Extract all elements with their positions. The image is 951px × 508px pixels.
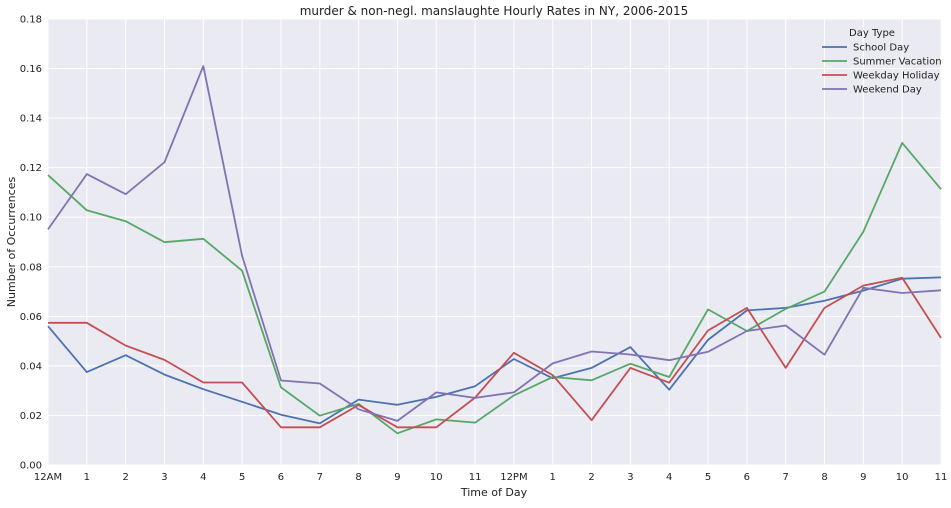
x-tick-label: 2 <box>588 472 594 483</box>
y-axis-ticks: 0.00 0.02 0.04 0.06 0.08 0.10 0.12 0.14 0.16 0.18 <box>20 15 42 472</box>
x-tick-label: 9 <box>394 472 400 483</box>
y-tick-label: 0.18 <box>20 15 42 26</box>
x-tick-label: 5 <box>705 472 711 483</box>
x-tick-label: 8 <box>821 472 827 483</box>
legend-items: School Day Summer Vacation Weekday Holiday… <box>822 43 942 96</box>
x-tick-label: 4 <box>200 472 206 483</box>
x-tick-label: 2 <box>122 472 128 483</box>
y-tick-label: 0.02 <box>20 411 42 422</box>
x-tick-label: 11 <box>935 472 948 483</box>
legend-label: Weekday Holiday <box>853 71 940 82</box>
y-tick-label: 0.00 <box>20 461 42 472</box>
x-tick-label: 3 <box>627 472 633 483</box>
y-tick-label: 0.12 <box>20 163 42 174</box>
x-axis-label: Time of Day <box>460 486 528 499</box>
y-tick-label: 0.04 <box>20 361 42 372</box>
x-tick-label: 9 <box>860 472 866 483</box>
x-tick-label: 5 <box>239 472 245 483</box>
x-tick-label: 11 <box>469 472 482 483</box>
legend-label: School Day <box>853 43 909 54</box>
x-tick-label: 1 <box>84 472 90 483</box>
x-tick-label: 1 <box>550 472 556 483</box>
x-tick-label: 10 <box>430 472 443 483</box>
y-tick-label: 0.08 <box>20 262 42 273</box>
y-axis-label: Number of Occurrences <box>5 177 18 308</box>
x-tick-label: 8 <box>355 472 361 483</box>
y-tick-label: 0.10 <box>20 213 42 224</box>
y-tick-label: 0.06 <box>20 312 42 323</box>
legend-title: Day Type <box>849 28 895 39</box>
plot-background <box>48 19 941 465</box>
y-tick-label: 0.14 <box>20 114 42 125</box>
x-tick-label: 7 <box>783 472 789 483</box>
x-tick-label: 4 <box>666 472 672 483</box>
series-line-weekday-holiday <box>48 276 942 429</box>
x-tick-label: 7 <box>317 472 323 483</box>
chart-title: murder & non-negl. manslaughte Hourly Ra… <box>300 4 689 18</box>
x-tick-label: 10 <box>896 472 909 483</box>
x-tick-label: 12PM <box>500 472 527 483</box>
x-tick-label: 12AM <box>34 472 62 483</box>
series-line-summer-vacation <box>47 141 942 435</box>
legend-label: Weekend Day <box>853 85 922 96</box>
legend-label: Summer Vacation <box>853 57 942 68</box>
y-tick-label: 0.16 <box>20 64 42 75</box>
series-line-weekend-day <box>47 65 942 422</box>
x-axis-ticks: 12AM 1 2 3 4 5 6 7 8 9 10 11 12PM 1 2 3 4 5 6 7 8 9 10 11 <box>34 472 947 483</box>
x-tick-label: 6 <box>278 472 284 483</box>
legend: Day Type School Day Summer Vacation Weekda… <box>822 28 942 96</box>
x-tick-label: 3 <box>161 472 167 483</box>
series-lines <box>47 65 942 435</box>
x-tick-label: 6 <box>744 472 750 483</box>
